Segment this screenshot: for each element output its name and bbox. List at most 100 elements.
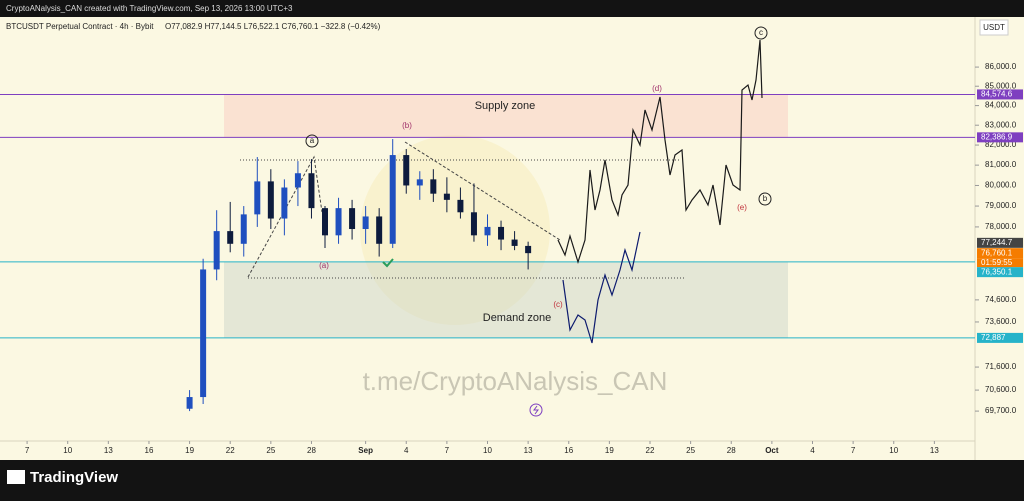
candle-body: [322, 208, 328, 236]
countdown: 01:59:55: [981, 258, 1013, 267]
candle-body: [443, 193, 450, 200]
candle-body: [227, 231, 234, 244]
candle-body: [254, 181, 261, 215]
brand[interactable]: TradingView: [7, 469, 118, 486]
price-tag-label: 82,386.9: [981, 132, 1013, 141]
event-icon-bolt: [533, 405, 539, 415]
y-tick-label: 78,000.0: [985, 222, 1017, 231]
dashed-wave: [404, 141, 561, 241]
y-tick-label: 86,000.0: [985, 62, 1017, 71]
projection-path: [557, 39, 763, 265]
y-tick-label: 73,600.0: [985, 317, 1017, 326]
event-icon[interactable]: [529, 403, 543, 417]
price-tag-label: 76,350.1: [981, 267, 1013, 276]
wave-circle: [754, 26, 768, 40]
x-tick-label: 10: [889, 446, 898, 455]
candle-body: [430, 179, 437, 194]
demand-zone: [224, 261, 788, 338]
wave-circle: [758, 192, 772, 206]
price-tag-label: 77,244.7: [981, 238, 1013, 247]
y-tick-label: 81,000.0: [985, 160, 1017, 169]
price-tag: [977, 248, 1023, 259]
x-tick-label: 28: [727, 446, 736, 455]
candle-body: [511, 239, 518, 246]
x-tick-label: 7: [445, 446, 450, 455]
wave-label: (d): [652, 84, 662, 93]
candle-body: [308, 173, 315, 209]
symbol: BTCUSDT Perpetual Contract · 4h · Bybit: [6, 22, 154, 31]
y-tick-label: 69,700.0: [985, 406, 1017, 415]
candle-body: [200, 269, 207, 398]
y-tick-label: 79,000.0: [985, 201, 1017, 210]
x-tick-label: Sep: [358, 446, 373, 455]
candle-body: [498, 226, 505, 240]
price-tag-label: 76,760.1: [981, 248, 1013, 257]
x-tick-label: 10: [483, 446, 492, 455]
y-tick-label: 82,000.0: [985, 140, 1017, 149]
x-tick-label: 22: [226, 446, 235, 455]
price-tag: [977, 89, 1023, 100]
candle-body: [294, 173, 301, 188]
x-tick-label: Oct: [765, 446, 779, 455]
wave-label: c: [759, 28, 763, 37]
x-tick-label: 25: [686, 446, 695, 455]
wave-label: (b): [402, 121, 412, 130]
x-tick-label: 19: [185, 446, 194, 455]
currency: USDT: [983, 23, 1005, 32]
x-tick-label: 13: [930, 446, 939, 455]
x-tick-label: 22: [646, 446, 655, 455]
x-tick-label: 10: [63, 446, 72, 455]
ohlc: O77,082.9 H77,144.5 L76,522.1 C76,760.1 …: [165, 22, 381, 31]
x-tick-label: 13: [524, 446, 533, 455]
price-tag-label: 84,574.6: [981, 90, 1013, 99]
candle-body: [525, 245, 532, 254]
credit: CryptoANalysis_CAN created with TradingV…: [6, 4, 293, 13]
dashed-wave: [247, 155, 323, 278]
wave-label: (c): [553, 300, 563, 309]
candle-body: [240, 214, 247, 244]
price-tag-label: 72,887: [981, 333, 1006, 342]
candle-body: [416, 179, 423, 186]
candle-body: [457, 199, 464, 213]
y-tick-label: 80,000.0: [985, 181, 1017, 190]
projection-path: [562, 231, 641, 344]
candle-body: [281, 187, 288, 219]
price-tag: [977, 237, 1023, 248]
wave-label: a: [310, 136, 315, 145]
x-tick-label: 28: [307, 446, 316, 455]
wave-label: (a): [319, 261, 329, 270]
brand-logo: [7, 470, 25, 484]
x-tick-label: 7: [851, 446, 856, 455]
y-tick-label: 83,000.0: [985, 120, 1017, 129]
candle-body: [403, 155, 410, 186]
candle-body: [349, 208, 356, 230]
candle-body: [362, 216, 369, 230]
price-tag: [977, 332, 1023, 343]
currency-box: [979, 19, 1009, 36]
countdown-box: [977, 258, 1023, 268]
zone-label: Supply zone: [475, 100, 536, 112]
candle-body: [267, 181, 274, 219]
y-tick-label: 84,000.0: [985, 101, 1017, 110]
zone-label: Demand zone: [483, 312, 552, 324]
x-tick-label: 25: [266, 446, 275, 455]
x-tick-label: 13: [104, 446, 113, 455]
wave-circle: [305, 134, 319, 148]
chart-panel: [0, 17, 1024, 460]
y-tick-label: 70,600.0: [985, 385, 1017, 394]
candle-body: [335, 208, 342, 236]
candle-body: [470, 212, 477, 236]
brand-name: TradingView: [30, 469, 118, 486]
price-tag: [977, 132, 1023, 143]
x-tick-label: 4: [404, 446, 409, 455]
candle-body: [389, 155, 396, 244]
candle-body: [213, 231, 220, 270]
price-tag: [977, 267, 1023, 278]
y-tick-label: 71,600.0: [985, 362, 1017, 371]
x-tick-label: 7: [25, 446, 30, 455]
candle-body: [484, 226, 491, 236]
wave-label: b: [763, 194, 768, 203]
y-tick-label: 74,600.0: [985, 295, 1017, 304]
watermark: t.me/CryptoANalysis_CAN: [363, 366, 668, 396]
